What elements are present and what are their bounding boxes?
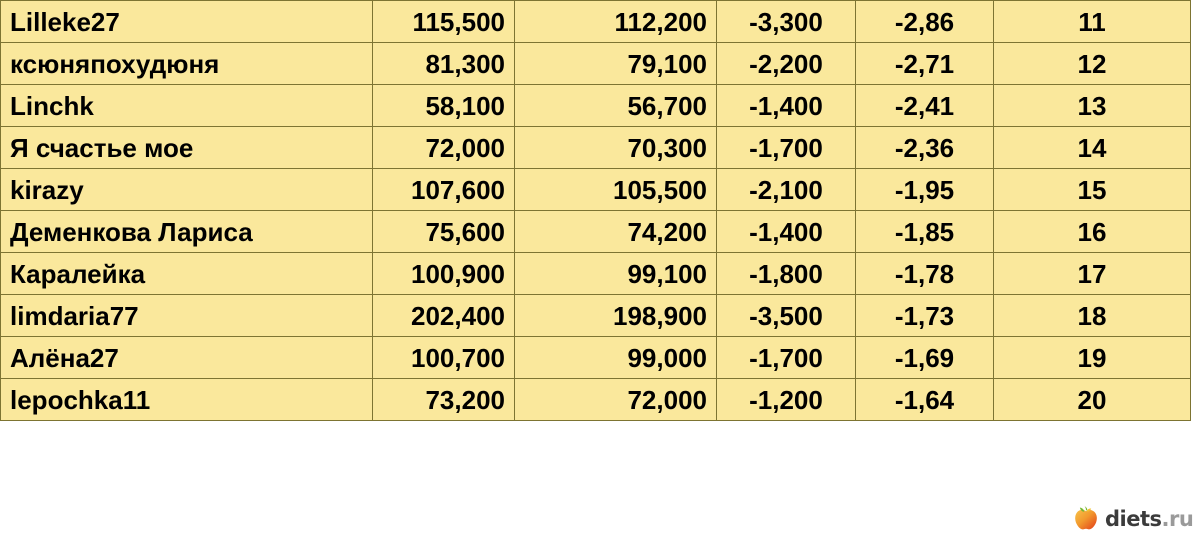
cell-rank: 19: [993, 336, 1191, 379]
cell-after: 56,700: [514, 84, 717, 127]
cell-pct: -2,71: [855, 42, 994, 85]
cell-pct: -1,69: [855, 336, 994, 379]
table-row: Каралейка 100,900 99,100 -1,800 -1,78 17: [0, 252, 1191, 295]
cell-pct: -1,85: [855, 210, 994, 253]
cell-after: 79,100: [514, 42, 717, 85]
weight-loss-ranking-table: Lilleke27 115,500 112,200 -3,300 -2,86 11 ксюн…: [0, 0, 1191, 421]
cell-after: 112,200: [514, 0, 717, 43]
cell-pct: -2,41: [855, 84, 994, 127]
cell-before: 73,200: [372, 378, 515, 421]
cell-before: 58,100: [372, 84, 515, 127]
cell-after: 99,000: [514, 336, 717, 379]
cell-delta: -1,400: [716, 84, 856, 127]
table-row: limdaria77 202,400 198,900 -3,500 -1,73 18: [0, 294, 1191, 337]
cell-pct: -1,78: [855, 252, 994, 295]
cell-after: 72,000: [514, 378, 717, 421]
cell-name: Алёна27: [0, 336, 373, 379]
cell-before: 72,000: [372, 126, 515, 169]
cell-after: 105,500: [514, 168, 717, 211]
cell-delta: -3,500: [716, 294, 856, 337]
cell-rank: 12: [993, 42, 1191, 85]
cell-delta: -2,200: [716, 42, 856, 85]
cell-rank: 15: [993, 168, 1191, 211]
cell-name: ксюняпохудюня: [0, 42, 373, 85]
cell-after: 99,100: [514, 252, 717, 295]
table-row: Я счастье мое 72,000 70,300 -1,700 -2,36 14: [0, 126, 1191, 169]
cell-before: 107,600: [372, 168, 515, 211]
logo-wordmark: diets.ru: [1105, 506, 1194, 531]
cell-pct: -1,73: [855, 294, 994, 337]
cell-name: Linchk: [0, 84, 373, 127]
cell-name: Я счастье мое: [0, 126, 373, 169]
table-row: kirazy 107,600 105,500 -2,100 -1,95 15: [0, 168, 1191, 211]
cell-rank: 11: [993, 0, 1191, 43]
cell-rank: 13: [993, 84, 1191, 127]
table-row: ксюняпохудюня 81,300 79,100 -2,200 -2,71 12: [0, 42, 1191, 85]
cell-name: Деменкова Лариса: [0, 210, 373, 253]
cell-delta: -3,300: [716, 0, 856, 43]
cell-before: 115,500: [372, 0, 515, 43]
table-row: Деменкова Лариса 75,600 74,200 -1,400 -1,85 1…: [0, 210, 1191, 253]
cell-rank: 14: [993, 126, 1191, 169]
cell-pct: -1,64: [855, 378, 994, 421]
cell-delta: -1,400: [716, 210, 856, 253]
cell-rank: 20: [993, 378, 1191, 421]
cell-delta: -1,200: [716, 378, 856, 421]
table-body: Lilleke27 115,500 112,200 -3,300 -2,86 11 ксюн…: [0, 0, 1191, 421]
cell-before: 100,900: [372, 252, 515, 295]
table-row: Linchk 58,100 56,700 -1,400 -2,41 13: [0, 84, 1191, 127]
site-logo[interactable]: diets.ru: [1073, 505, 1194, 533]
cell-after: 74,200: [514, 210, 717, 253]
cell-name: limdaria77: [0, 294, 373, 337]
cell-delta: -2,100: [716, 168, 856, 211]
cell-name: Каралейка: [0, 252, 373, 295]
cell-before: 81,300: [372, 42, 515, 85]
cell-before: 100,700: [372, 336, 515, 379]
cell-pct: -2,86: [855, 0, 994, 43]
logo-word: diets: [1105, 506, 1162, 531]
cell-name: Lilleke27: [0, 0, 373, 43]
cell-delta: -1,700: [716, 336, 856, 379]
table-row: Алёна27 100,700 99,000 -1,700 -1,69 19: [0, 336, 1191, 379]
cell-delta: -1,800: [716, 252, 856, 295]
cell-name: kirazy: [0, 168, 373, 211]
cell-before: 202,400: [372, 294, 515, 337]
cell-after: 198,900: [514, 294, 717, 337]
cell-rank: 17: [993, 252, 1191, 295]
cell-after: 70,300: [514, 126, 717, 169]
cell-rank: 16: [993, 210, 1191, 253]
table-row: Lilleke27 115,500 112,200 -3,300 -2,86 11: [0, 0, 1191, 43]
cell-name: lepochka11: [0, 378, 373, 421]
logo-tld: .ru: [1161, 506, 1194, 531]
cell-pct: -1,95: [855, 168, 994, 211]
apple-icon: [1073, 505, 1099, 533]
cell-delta: -1,700: [716, 126, 856, 169]
cell-pct: -2,36: [855, 126, 994, 169]
cell-before: 75,600: [372, 210, 515, 253]
table-row: lepochka11 73,200 72,000 -1,200 -1,64 20: [0, 378, 1191, 421]
cell-rank: 18: [993, 294, 1191, 337]
